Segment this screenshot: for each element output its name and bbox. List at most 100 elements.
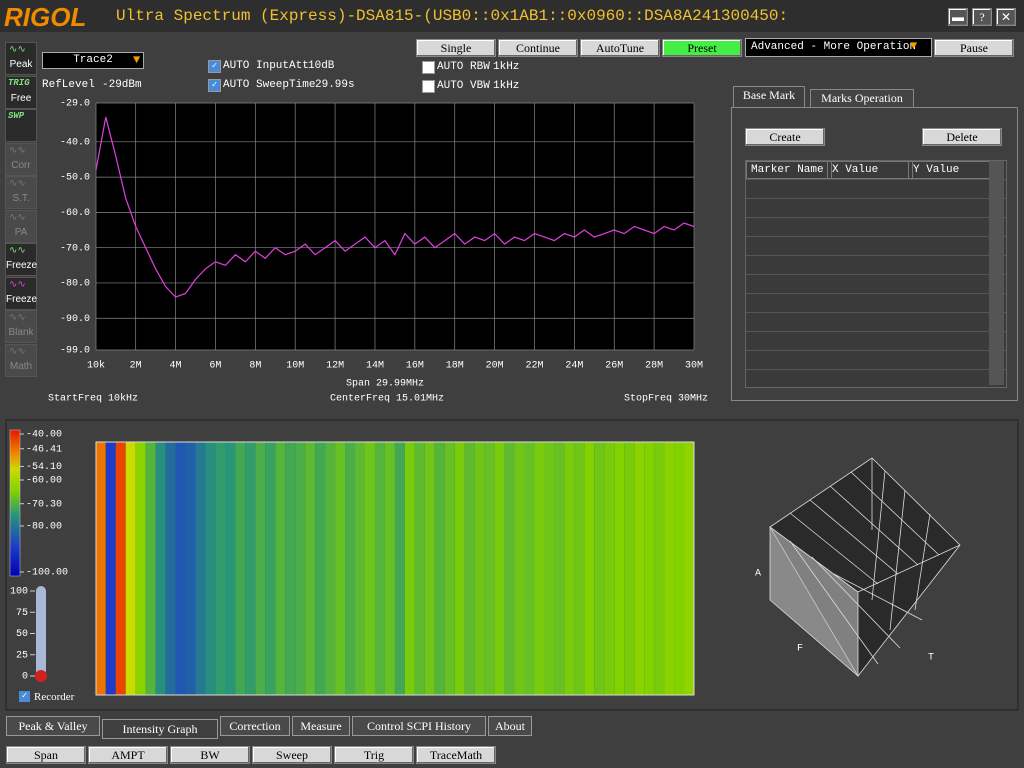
waterfall-column — [394, 442, 405, 695]
side-icon[interactable] — [5, 276, 37, 310]
side-icon[interactable] — [5, 243, 37, 276]
function-button[interactable]: TraceMath — [416, 746, 496, 764]
function-button[interactable]: AMPT — [88, 746, 168, 764]
side-icon-wave: ∿∿ — [9, 279, 26, 291]
bottom-tab[interactable]: Measure — [292, 716, 350, 736]
x-tick-label: 20M — [486, 361, 504, 372]
side-icon[interactable] — [5, 209, 37, 243]
x-tick-label: 30M — [685, 361, 703, 372]
column-header: Y Value — [908, 161, 994, 179]
waterfall-column — [105, 442, 116, 695]
checkbox[interactable]: ✓ — [208, 60, 221, 73]
marker-tab[interactable]: Base Mark — [733, 86, 805, 108]
waterfall-column — [554, 442, 565, 695]
y-tick-label: -29.0 — [60, 99, 90, 110]
waterfall-column — [534, 442, 545, 695]
toolbar-button[interactable]: Preset — [662, 39, 742, 57]
waterfall-column — [644, 442, 655, 695]
slider-label: 75 — [16, 608, 28, 619]
side-icon-wave: ∿∿ — [9, 212, 26, 224]
side-icon[interactable] — [5, 109, 37, 142]
waterfall-column — [484, 442, 495, 695]
recorder-checkbox[interactable]: ✓ — [19, 691, 30, 702]
setting-value: 29.99s — [315, 79, 355, 91]
waterfall-column — [584, 442, 595, 695]
x-tick-label: 6M — [209, 361, 221, 372]
waterfall-column — [444, 442, 455, 695]
bottom-tab[interactable]: Intensity Graph — [102, 719, 218, 739]
toolbar-button[interactable]: Continue — [498, 39, 578, 57]
logo: RIGOL — [4, 2, 87, 32]
waterfall-column — [434, 442, 445, 695]
intensity-panel — [5, 419, 1019, 711]
waterfall-column — [514, 442, 525, 695]
side-icon[interactable] — [5, 42, 37, 75]
waterfall-column — [454, 442, 465, 695]
waterfall-frame — [95, 441, 695, 696]
bottom-tab[interactable]: Peak & Valley — [6, 716, 100, 736]
side-icon-wave: ∿∿ — [9, 179, 26, 190]
toolbar-button[interactable]: Single — [416, 39, 496, 57]
side-icon[interactable] — [5, 310, 37, 343]
pause-button[interactable]: Pause — [934, 39, 1014, 57]
y-tick-label: -60.0 — [60, 208, 90, 219]
waterfall-column — [205, 442, 216, 695]
waterfall-column — [654, 442, 665, 695]
bottom-tab[interactable]: Control SCPI History — [352, 716, 486, 736]
setting-value: 1kHz — [493, 61, 520, 73]
waterfall-column — [414, 442, 425, 695]
window-control[interactable]: ? — [972, 8, 992, 26]
side-icon[interactable] — [5, 142, 37, 176]
function-button[interactable]: Sweep — [252, 746, 332, 764]
delete-button[interactable]: Delete — [922, 128, 1002, 146]
y-tick-label: -40.0 — [60, 137, 90, 148]
function-button[interactable]: BW — [170, 746, 250, 764]
waterfall-column — [494, 442, 505, 695]
bottom-tab[interactable]: Correction — [220, 716, 290, 736]
axis-3d-label: F — [797, 644, 803, 655]
trace-select[interactable]: Trace2 — [42, 52, 144, 69]
title-bar — [0, 0, 1024, 32]
waterfall-column — [684, 442, 694, 695]
function-button[interactable]: Span — [6, 746, 86, 764]
waterfall-column — [594, 442, 605, 695]
x-tick-label: 4M — [170, 361, 182, 372]
slider-knob — [35, 670, 47, 682]
y-tick-label: -99.0 — [60, 346, 90, 357]
y-tick-label: -50.0 — [60, 173, 90, 184]
waterfall-column — [524, 442, 535, 695]
waterfall-column — [235, 442, 246, 695]
function-button[interactable]: Trig — [334, 746, 414, 764]
colorbar-label: -100.00 — [26, 568, 68, 579]
side-icon[interactable] — [5, 75, 37, 109]
waterfall-column — [604, 442, 615, 695]
side-icon-label: Freeze — [6, 293, 38, 305]
ref-value: -29dBm — [102, 79, 142, 91]
waterfall-column — [215, 442, 226, 695]
side-icon-wave: ∿∿ — [9, 45, 26, 56]
toolbar-button[interactable]: AutoTune — [580, 39, 660, 57]
mode-select[interactable]: Advanced - More Operation — [745, 38, 932, 57]
checkbox[interactable] — [422, 80, 435, 93]
side-icon[interactable] — [5, 343, 37, 377]
checkbox[interactable] — [422, 61, 435, 74]
create-button[interactable]: Create — [745, 128, 825, 146]
axis-3d-label: A — [755, 569, 761, 580]
bottom-tab[interactable]: About — [488, 716, 532, 736]
waterfall-column — [265, 442, 276, 695]
waterfall-column — [185, 442, 196, 695]
slider-label: 25 — [16, 650, 28, 661]
marker-tab[interactable]: Marks Operation — [810, 89, 914, 108]
waterfall-column — [225, 442, 236, 695]
waterfall-column — [165, 442, 176, 695]
setting-label: AUTO SweepTime — [223, 79, 316, 91]
column-header: X Value — [827, 161, 913, 179]
checkbox[interactable]: ✓ — [208, 79, 221, 92]
side-icon[interactable] — [5, 176, 37, 209]
x-tick-label: 2M — [130, 361, 142, 372]
y-tick-label: -70.0 — [60, 243, 90, 254]
window-control[interactable]: ✕ — [996, 8, 1016, 26]
window-control[interactable]: ▬ — [948, 8, 968, 26]
x-tick-label: 10M — [286, 361, 304, 372]
setting-label: AUTO VBW — [437, 80, 490, 92]
